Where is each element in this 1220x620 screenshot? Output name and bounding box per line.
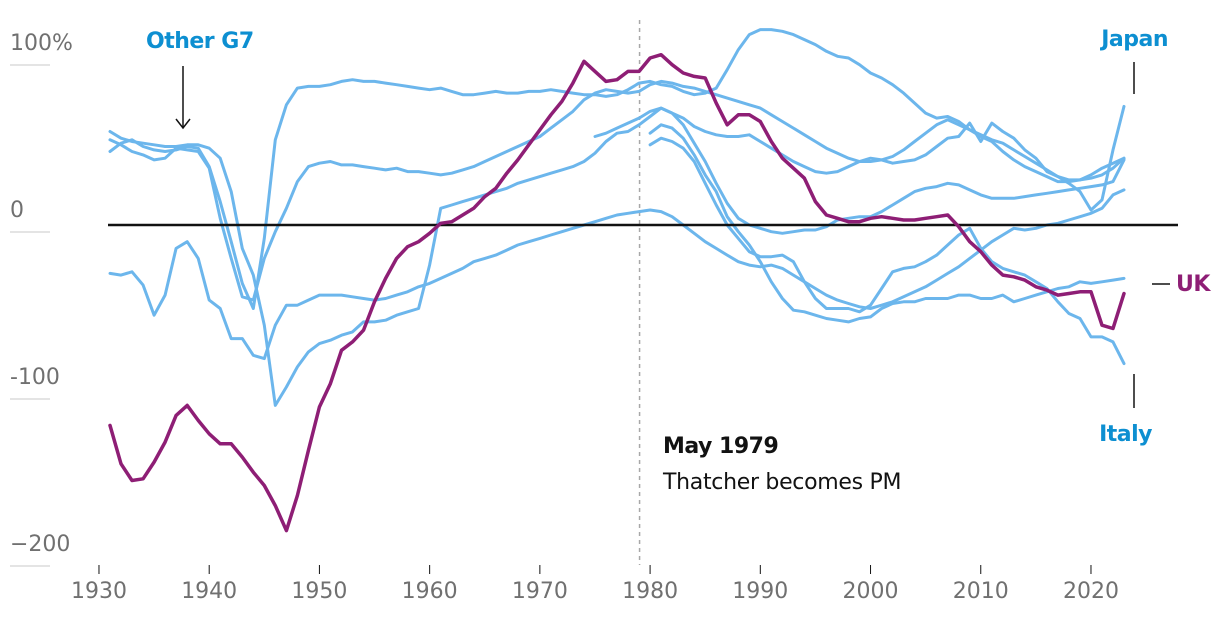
x-tick-label: 1960 bbox=[402, 579, 458, 604]
x-tick-label: 1990 bbox=[732, 579, 788, 604]
italy-label: Italy bbox=[1099, 422, 1152, 447]
x-tick-label: 1950 bbox=[291, 579, 347, 604]
series-line-other-2 bbox=[108, 28, 1126, 310]
x-tick-label: 1940 bbox=[181, 579, 237, 604]
y-tick-label: -100 bbox=[10, 365, 60, 390]
series-line-japan bbox=[593, 104, 1126, 212]
y-axis: 100% 0 -100 −200 bbox=[10, 31, 73, 567]
y-tick-label: 0 bbox=[10, 198, 24, 223]
x-tick-label: 1930 bbox=[71, 579, 127, 604]
x-tick-label: 2020 bbox=[1063, 579, 1119, 604]
x-tick-label: 1980 bbox=[622, 579, 678, 604]
x-tick-label: 1970 bbox=[512, 579, 568, 604]
uk-label: UK bbox=[1176, 272, 1211, 297]
y-tick-label: −200 bbox=[10, 532, 70, 557]
series-line-other-3 bbox=[108, 106, 1126, 407]
x-axis: 1930 1940 1950 1960 1970 1980 1990 2000 2010 2020 bbox=[71, 565, 1119, 604]
y-tick-label: 100% bbox=[10, 31, 73, 56]
other-g7-label: Other G7 bbox=[146, 29, 254, 54]
annotation-title: May 1979 bbox=[663, 434, 778, 459]
japan-label: Japan bbox=[1099, 27, 1168, 52]
other-g7-arrow-head-icon bbox=[175, 118, 191, 130]
series-line-uk bbox=[108, 52, 1126, 533]
x-tick-label: 2000 bbox=[843, 579, 899, 604]
series-line-other-6 bbox=[648, 123, 1126, 324]
annotation-text: Thatcher becomes PM bbox=[662, 470, 901, 495]
labels-layer: Other G7 Japan UK Italy May 1979 Thatche… bbox=[146, 27, 1212, 495]
uk-series-group bbox=[108, 52, 1126, 533]
series-line-other-5 bbox=[108, 188, 1126, 361]
x-tick-label: 2010 bbox=[953, 579, 1009, 604]
series-line-italy bbox=[648, 136, 1126, 366]
other-g7-series-group bbox=[108, 28, 1126, 407]
